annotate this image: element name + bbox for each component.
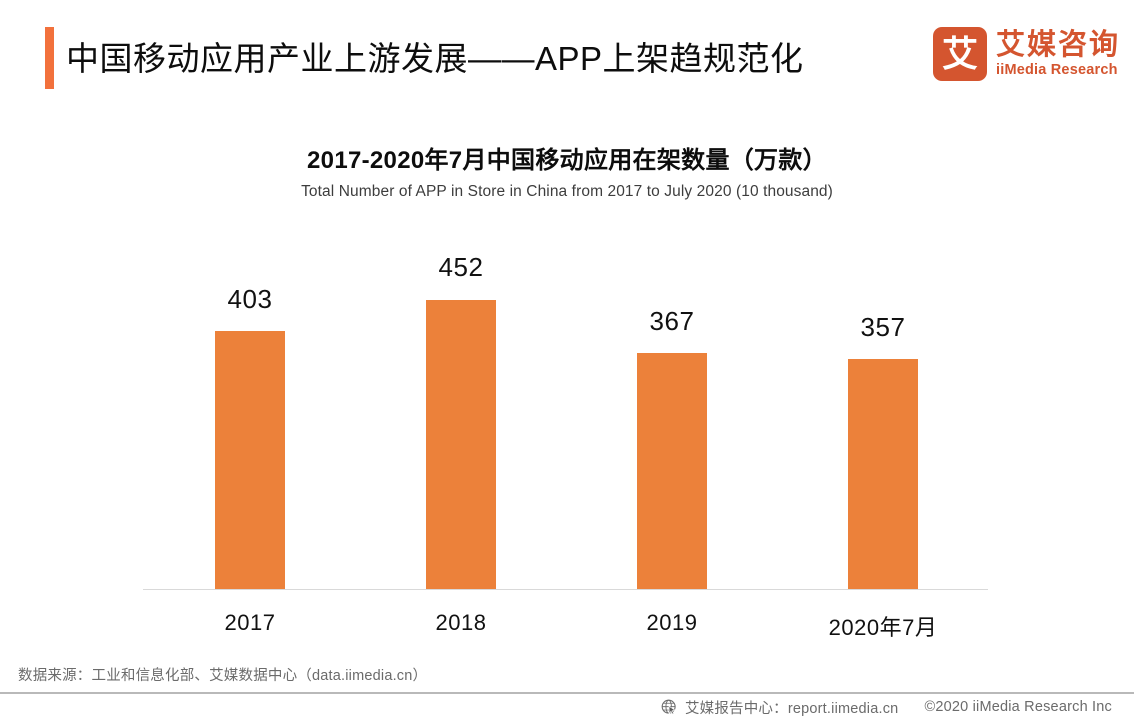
logo-name-cn: 艾媒咨询 — [995, 29, 1120, 61]
globe-cursor-icon — [661, 699, 677, 715]
category-label-2018: 2018 — [435, 610, 487, 635]
page-header: 中国移动应用产业上游发展——APP上架趋规范化 艾 艾媒咨询 iiMedia R… — [0, 0, 1134, 104]
footer-bar: 艾媒报告中心：report.iimedia.cn ©2020 iiMedia R… — [0, 694, 1134, 720]
bar-value-label: 403 — [227, 284, 273, 314]
logo-name-en: iiMedia Research — [995, 62, 1118, 78]
bar-2019[interactable] — [637, 353, 707, 589]
category-label-2019: 2019 — [646, 610, 698, 635]
report-center-group[interactable]: 艾媒报告中心：report.iimedia.cn — [661, 697, 899, 718]
bar-value-label: 452 — [438, 252, 484, 282]
x-axis-line — [143, 589, 988, 590]
bar-2018[interactable] — [426, 300, 496, 589]
chart-subtitle: Total Number of APP in Store in China fr… — [301, 183, 833, 200]
bar-value-label: 367 — [649, 306, 695, 336]
logo-text-block: 艾媒咨询 iiMedia Research — [996, 29, 1120, 79]
logo-mark-icon: 艾 — [932, 27, 987, 81]
bar-2020-jul[interactable] — [848, 359, 918, 589]
category-label-2017: 2017 — [224, 610, 276, 635]
report-center-link[interactable]: 艾媒报告中心：report.iimedia.cn — [684, 700, 899, 717]
header-accent-bar — [45, 27, 54, 89]
data-source-text: 数据来源：工业和信息化部、艾媒数据中心（data.iimedia.cn） — [18, 668, 428, 684]
bar-2017[interactable] — [215, 331, 285, 589]
footer-divider — [0, 692, 1134, 694]
copyright-text: ©2020 iiMedia Research Inc — [924, 699, 1112, 715]
page-title: 中国移动应用产业上游发展——APP上架趋规范化 — [66, 40, 804, 77]
bar-value-label: 357 — [860, 312, 906, 342]
chart-title: 2017-2020年7月中国移动应用在架数量（万款） — [307, 147, 827, 174]
brand-logo: 艾 艾媒咨询 iiMedia Research — [932, 23, 1120, 85]
category-label-2020-jul: 2020年7月 — [828, 615, 938, 640]
bar-chart-plot: 403 2017 452 2018 367 2019 357 2020年7月 — [143, 252, 988, 640]
